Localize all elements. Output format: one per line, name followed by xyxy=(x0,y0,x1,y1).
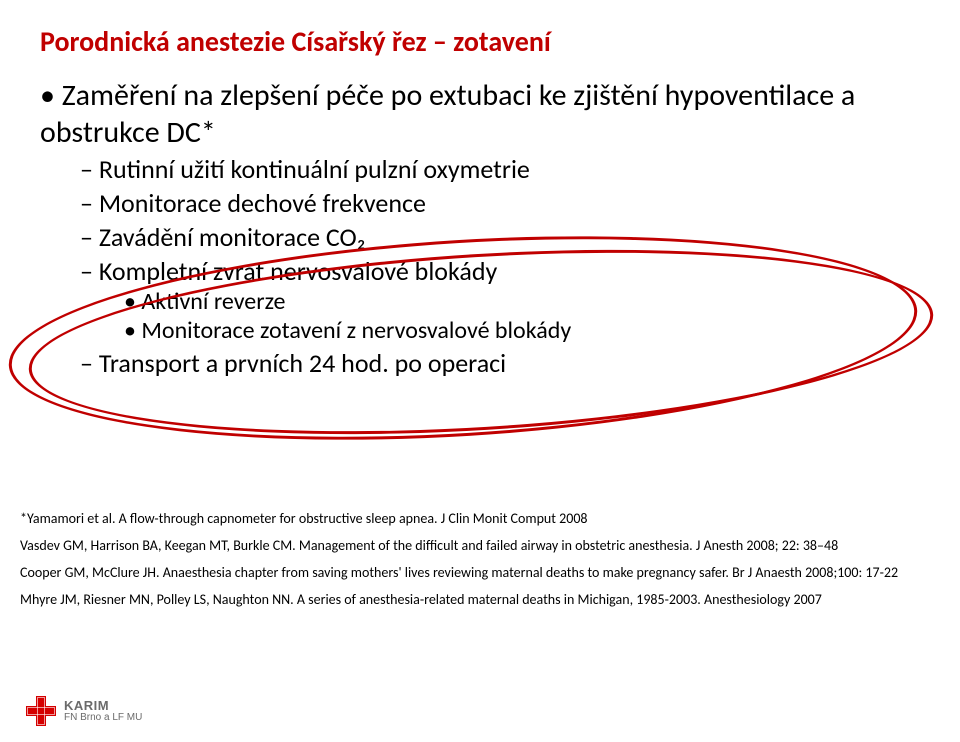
ref-4: Mhyre JM, Riesner MN, Polley LS, Naughto… xyxy=(20,591,940,610)
ref-1: *Yamamori et al. A flow-through capnomet… xyxy=(20,510,940,529)
logo-text: KARIM FN Brno a LF MU xyxy=(64,699,142,723)
logo-cross-icon xyxy=(24,694,58,728)
sub-sub-item-2: Monitorace zotavení z nervosvalové bloká… xyxy=(124,316,920,345)
ref-2: Vasdev GM, Harrison BA, Keegan MT, Burkl… xyxy=(20,537,940,556)
ref-3: Cooper GM, McClure JH. Anaesthesia chapt… xyxy=(20,564,940,583)
sub-sub-list: Aktivní reverze Monitorace zotavení z ne… xyxy=(80,287,920,345)
sub-item-3: Zavádění monitorace CO₂ xyxy=(80,221,920,253)
sub-item-5: Transport a prvních 24 hod. po operaci xyxy=(80,347,920,379)
slide: Porodnická anestezie Císařský řez – zota… xyxy=(0,0,960,742)
sub-item-4: Kompletní zvrat nervosvalové blokády Akt… xyxy=(80,255,920,345)
sub-item-1: Rutinní užití kontinuální pulzní oxymetr… xyxy=(80,153,920,185)
slide-title: Porodnická anestezie Císařský řez – zota… xyxy=(40,24,920,59)
sub-item-2: Monitorace dechové frekvence xyxy=(80,187,920,219)
sub-sub-item-1: Aktivní reverze xyxy=(124,287,920,316)
bullet-list: Zaměření na zlepšení péče po extubaci ke… xyxy=(40,77,920,379)
references: *Yamamori et al. A flow-through capnomet… xyxy=(20,510,940,618)
logo-line1: KARIM xyxy=(64,699,142,713)
main-bullet: Zaměření na zlepšení péče po extubaci ke… xyxy=(40,77,920,379)
sub-list: Rutinní užití kontinuální pulzní oxymetr… xyxy=(40,153,920,379)
logo: KARIM FN Brno a LF MU xyxy=(24,694,142,728)
logo-line2: FN Brno a LF MU xyxy=(64,713,142,724)
sub-item-4-text: Kompletní zvrat nervosvalové blokády xyxy=(99,255,497,287)
main-bullet-text: Zaměření na zlepšení péče po extubaci ke… xyxy=(40,77,855,151)
